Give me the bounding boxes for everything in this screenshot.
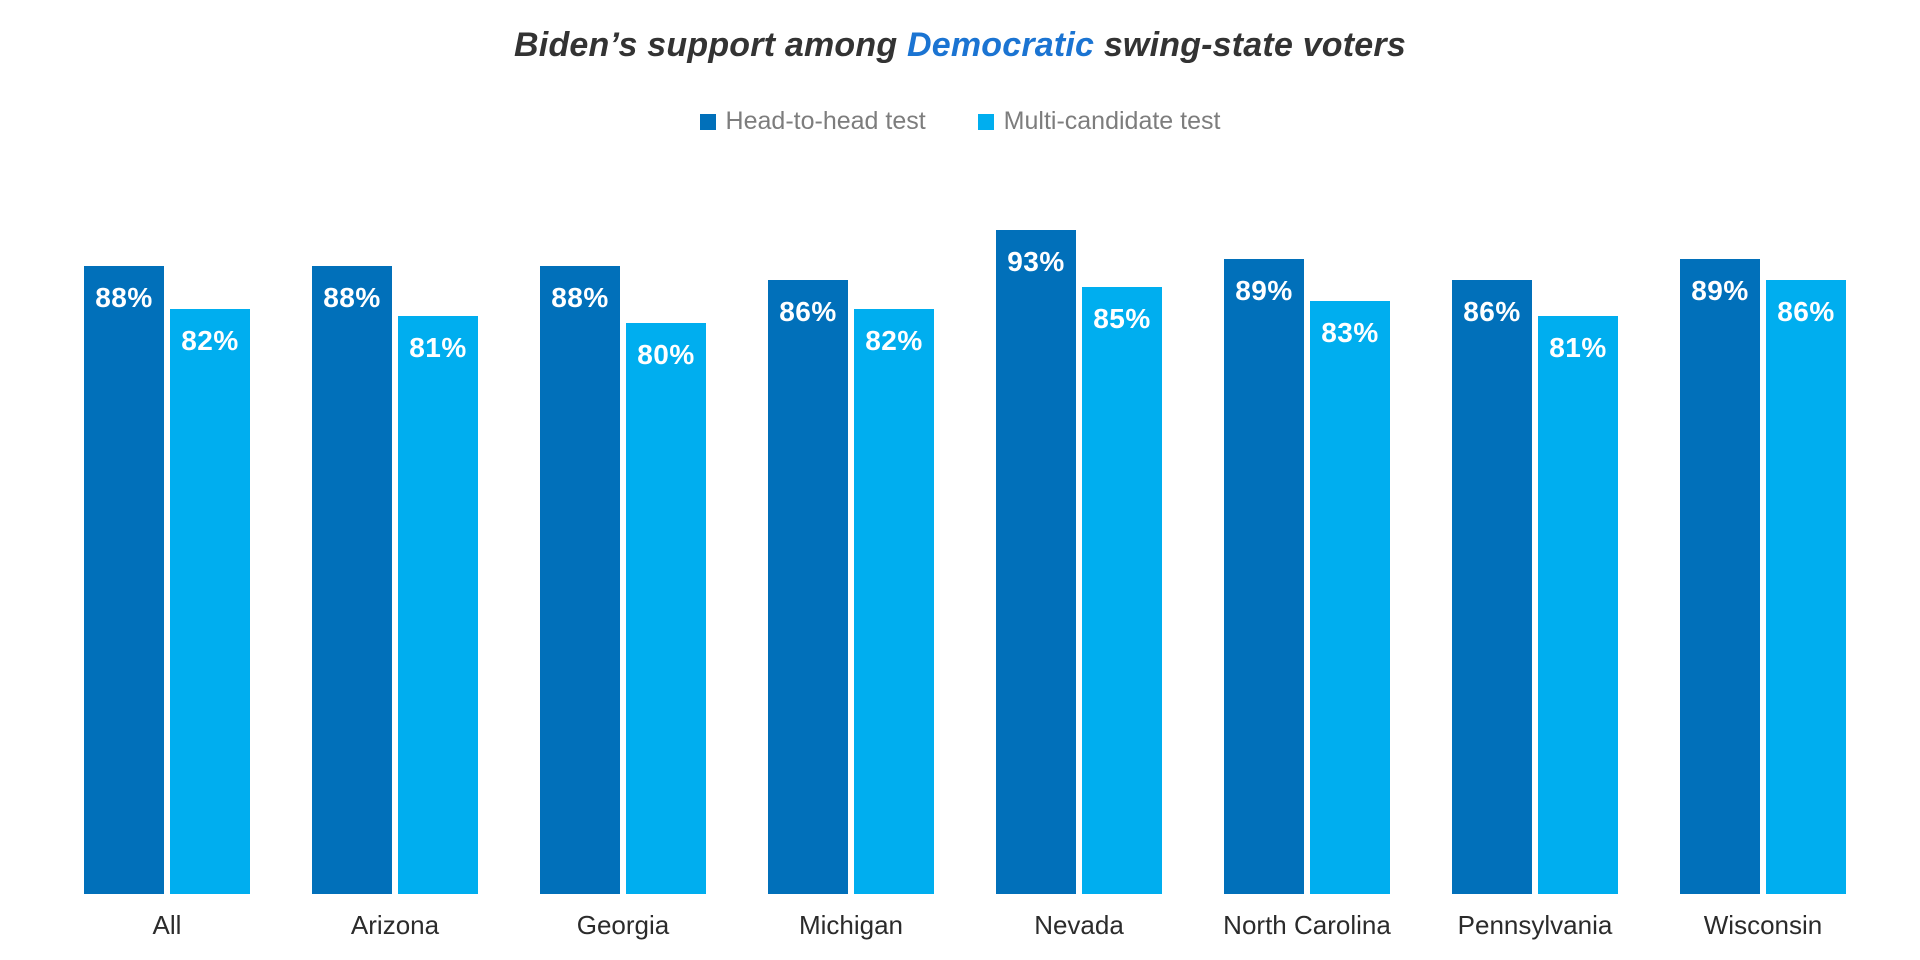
x-axis-label: Michigan: [798, 910, 904, 940]
bar-multi-candidate: 83%: [1310, 301, 1390, 894]
bar-value-label: 81%: [409, 332, 467, 363]
bar-value-label: 86%: [1463, 296, 1521, 327]
bar-group: 88% 81%: [312, 266, 478, 894]
bar-multi-candidate: 82%: [170, 309, 250, 894]
bar-multi-candidate: 80%: [626, 323, 706, 894]
bar-value-label: 88%: [551, 282, 609, 313]
legend-item-multi-candidate: Multi-candidate test: [977, 107, 1221, 136]
title-prefix: Biden’s support among: [514, 26, 907, 64]
bar-multi-candidate: 85%: [1082, 287, 1162, 894]
bar-value-label: 86%: [779, 296, 837, 327]
bar-group: 88% 80%: [540, 266, 706, 894]
bar-value-label: 85%: [1093, 303, 1151, 334]
bar-group: 88% 82%: [84, 266, 250, 894]
bar-multi-candidate: 81%: [398, 316, 478, 894]
bar-head-to-head: 93%: [996, 230, 1076, 894]
chart-title: Biden’s support among Democratic swing-s…: [0, 26, 1920, 65]
bar-group: 86% 82%: [768, 280, 934, 894]
bar-value-label: 82%: [181, 325, 239, 356]
x-axis-label: Arizona: [350, 910, 440, 940]
x-axis-label: North Carolina: [1223, 910, 1391, 940]
bar-value-label: 88%: [95, 282, 153, 313]
chart-canvas: Biden’s support among Democratic swing-s…: [0, 26, 1920, 960]
bar-multi-candidate: 82%: [854, 309, 934, 894]
legend-swatch-dark-icon: [699, 113, 716, 130]
bar-group: 93% 85%: [996, 230, 1162, 894]
bar-value-label: 89%: [1691, 275, 1749, 306]
legend-swatch-light-icon: [977, 113, 994, 130]
bar-head-to-head: 88%: [84, 266, 164, 894]
x-axis-label: Georgia: [576, 910, 670, 940]
bar-value-label: 93%: [1007, 246, 1065, 277]
legend-item-head-to-head: Head-to-head test: [699, 107, 926, 136]
bar-head-to-head: 88%: [540, 266, 620, 894]
title-suffix: swing-state voters: [1094, 26, 1406, 64]
x-axis-label: All: [152, 910, 182, 940]
bar-group: 86% 81%: [1452, 280, 1618, 894]
title-highlight: Democratic: [906, 26, 1095, 64]
bar-value-label: 86%: [1777, 296, 1835, 327]
bar-value-label: 80%: [637, 339, 695, 370]
bar-value-label: 81%: [1549, 332, 1607, 363]
bar-value-label: 82%: [865, 325, 923, 356]
bar-head-to-head: 88%: [312, 266, 392, 894]
x-axis-label: Pennsylvania: [1457, 910, 1613, 940]
bar-chart-plot: 88% 82% 88% 81% 88% 80% 86% 82% 93% 85% 89% 83% 86% 8…: [84, 180, 1852, 894]
bar-head-to-head: 86%: [1452, 280, 1532, 894]
bar-multi-candidate: 86%: [1766, 280, 1846, 894]
x-axis: All Arizona Georgia Michigan Nevada North Car…: [84, 910, 1852, 950]
bar-group: 89% 83%: [1224, 259, 1390, 894]
bar-value-label: 83%: [1321, 317, 1379, 348]
bar-group: 89% 86%: [1680, 259, 1846, 894]
bar-head-to-head: 89%: [1680, 259, 1760, 894]
bar-value-label: 89%: [1235, 275, 1293, 306]
x-axis-label: Nevada: [1034, 910, 1124, 940]
x-axis-label: Wisconsin: [1703, 910, 1823, 940]
bar-head-to-head: 89%: [1224, 259, 1304, 894]
legend-label-multi-candidate: Multi-candidate test: [1003, 107, 1221, 135]
bar-value-label: 88%: [323, 282, 381, 313]
bar-multi-candidate: 81%: [1538, 316, 1618, 894]
bar-head-to-head: 86%: [768, 280, 848, 894]
legend-label-head-to-head: Head-to-head test: [725, 107, 926, 135]
legend: Head-to-head test Multi-candidate test: [0, 107, 1920, 136]
